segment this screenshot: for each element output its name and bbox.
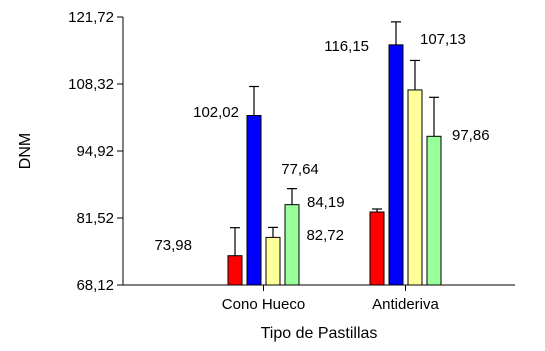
bar (265, 236, 281, 286)
data-label: 107,13 (420, 31, 466, 48)
y-tick-label: 81,52 (76, 210, 114, 227)
error-bars-group (230, 21, 439, 256)
bar (388, 44, 404, 286)
data-labels-group: 73,98 102,02 77,64 84,19 82,72 116,15 107,13 97… (154, 31, 489, 254)
y-axis-title: DNM (17, 133, 34, 169)
bar (426, 135, 442, 286)
category-label: Cono Hueco (222, 296, 305, 313)
y-ticks-group: 68,12 81,52 94,92 108,32 121,72 (68, 9, 123, 294)
bar (227, 255, 243, 286)
bar (407, 89, 423, 286)
data-label: 73,98 (154, 237, 192, 254)
y-tick-label: 108,32 (68, 76, 114, 93)
data-label: 97,86 (452, 127, 490, 144)
bar (369, 211, 385, 286)
y-tick-label: 94,92 (76, 143, 114, 160)
data-label: 116,15 (324, 38, 369, 55)
bar (284, 204, 300, 286)
y-tick-label: 121,72 (68, 9, 114, 26)
data-label: 84,19 (307, 194, 345, 211)
x-axis-title: Tipo de Pastillas (261, 325, 378, 342)
category-labels-group: Cono Hueco Antideriva (222, 285, 440, 313)
category-label: Antideriva (372, 296, 439, 313)
bar (246, 115, 262, 286)
bars-group (227, 44, 442, 286)
y-tick-label: 68,12 (76, 277, 114, 294)
data-label: 102,02 (193, 104, 239, 121)
data-label: 82,72 (306, 227, 344, 244)
data-label: 77,64 (281, 161, 319, 178)
